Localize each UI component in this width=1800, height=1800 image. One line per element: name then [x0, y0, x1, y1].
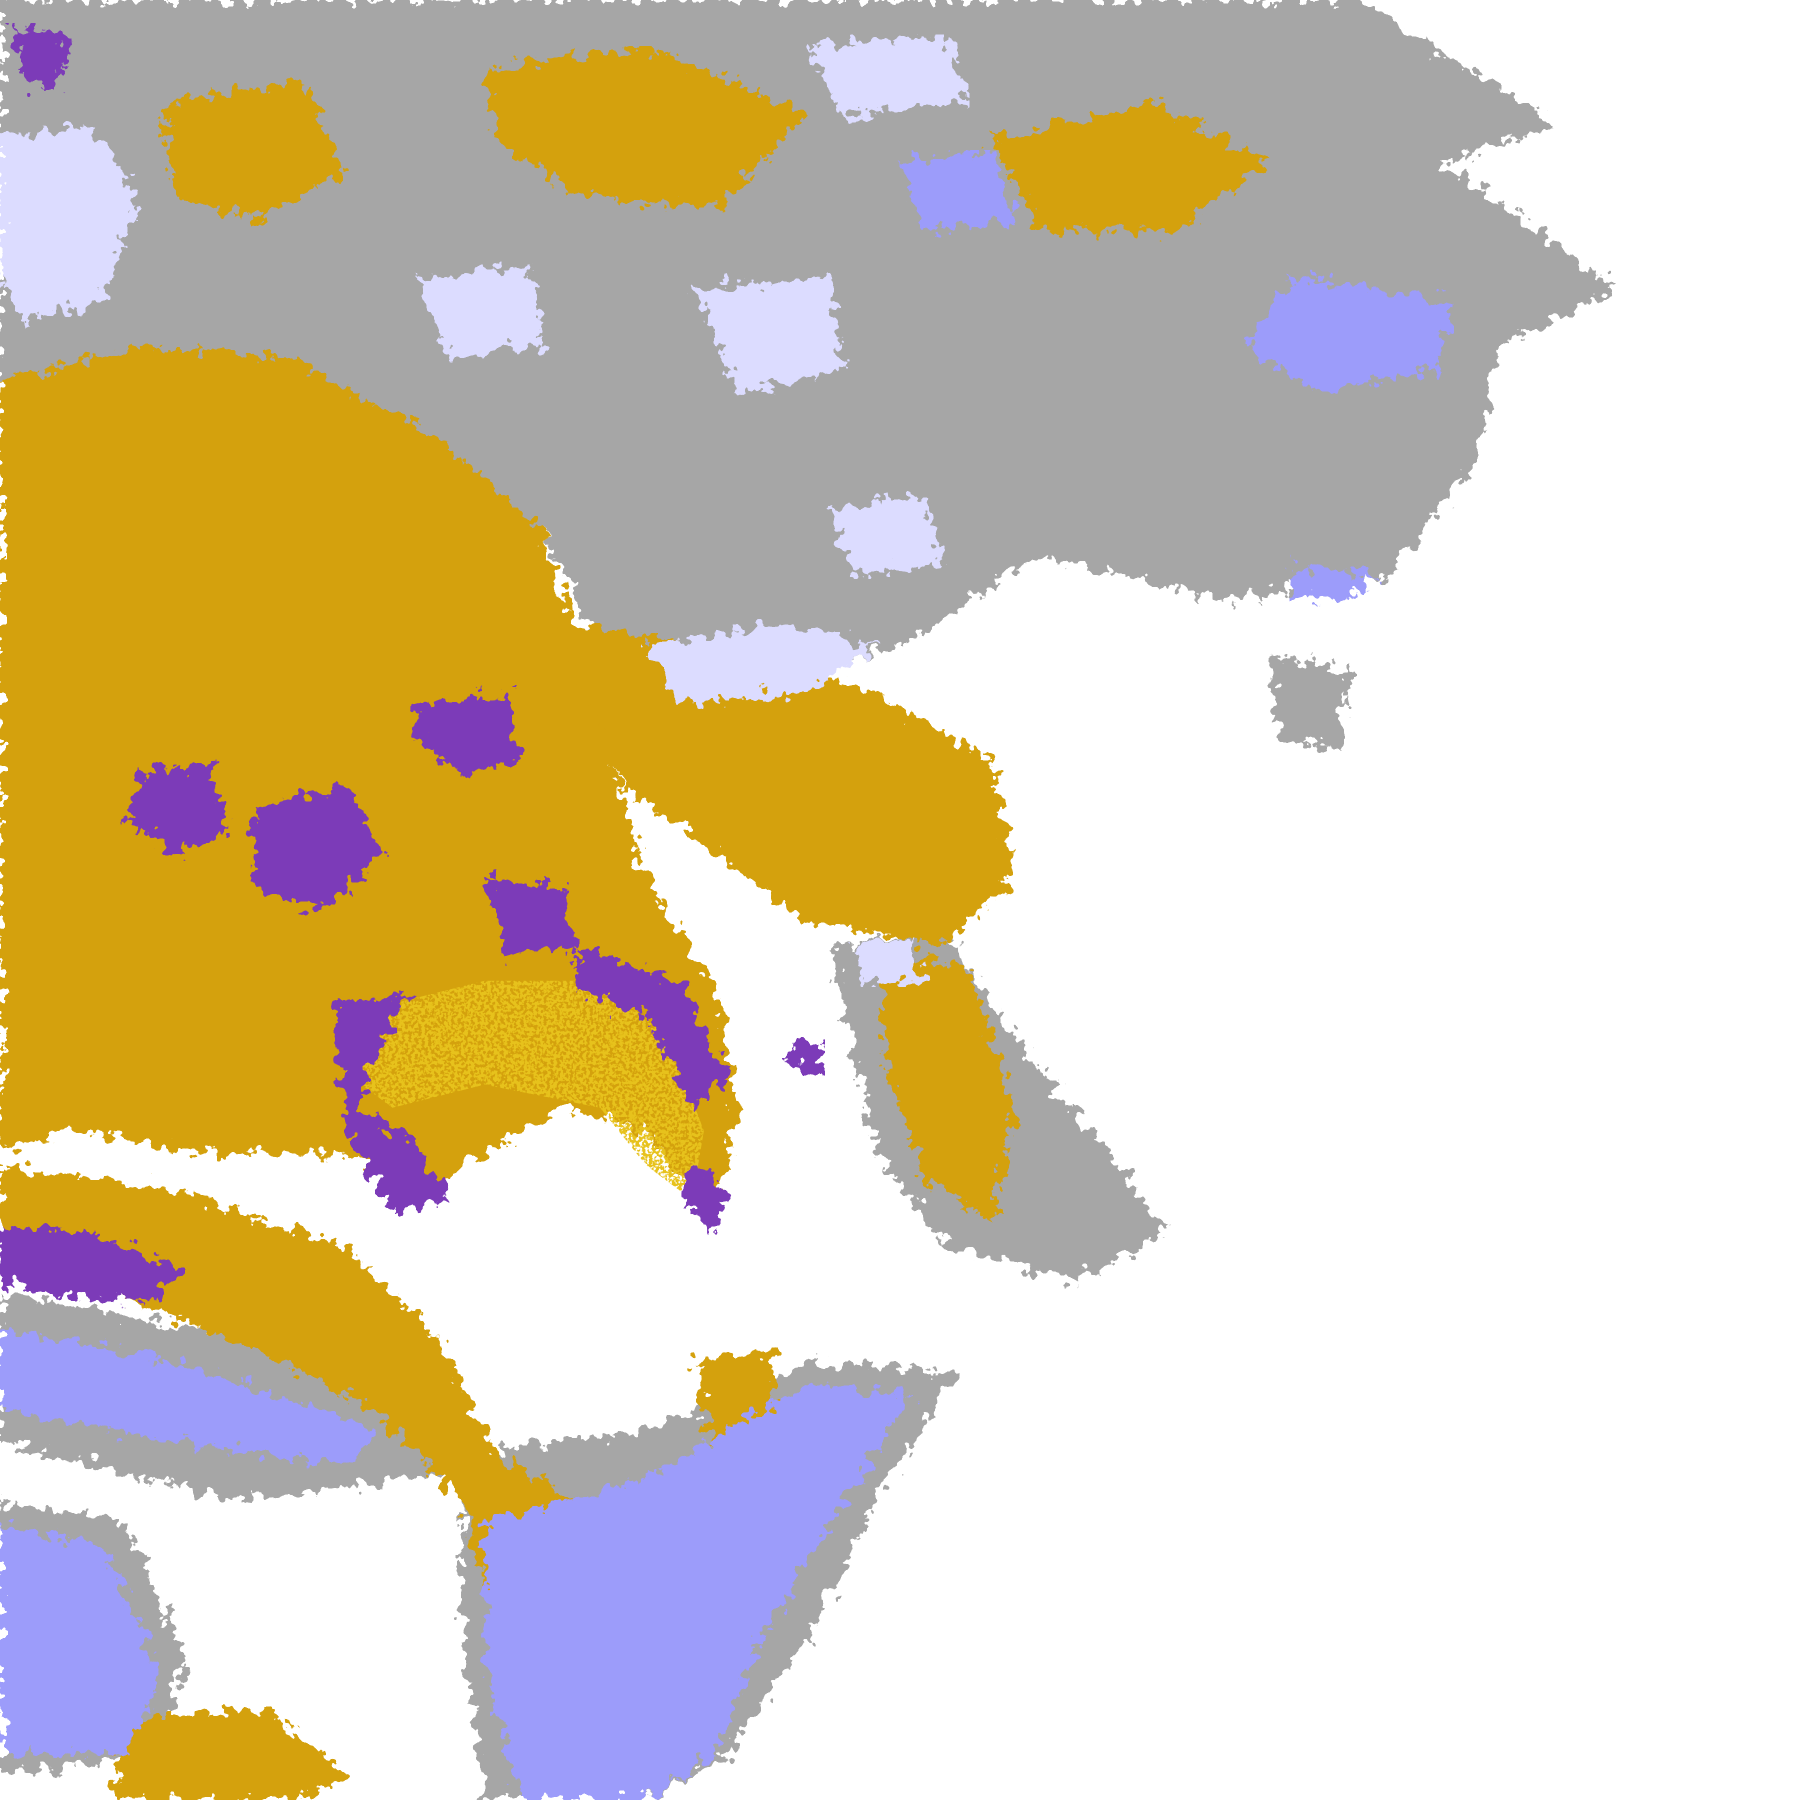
- gold-core: [346, 980, 704, 1200]
- pale-cloud: [0, 34, 970, 987]
- lavender-cloud: [0, 150, 1454, 1800]
